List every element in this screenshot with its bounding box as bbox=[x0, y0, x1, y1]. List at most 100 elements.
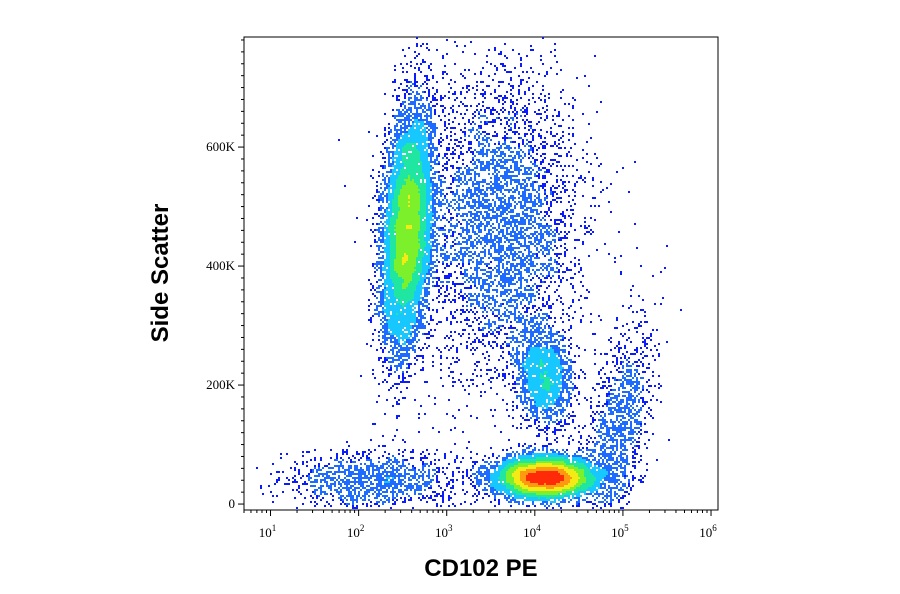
event-dot bbox=[430, 143, 432, 145]
event-dot bbox=[490, 113, 492, 115]
event-dot bbox=[530, 451, 532, 453]
event-dot bbox=[520, 399, 522, 401]
event-dot bbox=[632, 477, 634, 479]
event-dot bbox=[430, 181, 432, 183]
event-dot bbox=[462, 117, 464, 119]
event-dot bbox=[470, 177, 472, 179]
event-dot bbox=[390, 373, 392, 375]
event-dot bbox=[478, 145, 480, 147]
event-dot bbox=[484, 295, 486, 297]
event-dot bbox=[504, 189, 506, 191]
event-dot bbox=[398, 453, 400, 455]
event-dot bbox=[584, 349, 586, 351]
event-dot bbox=[468, 187, 470, 189]
event-dot bbox=[392, 151, 394, 153]
event-dot bbox=[416, 341, 418, 343]
event-dot bbox=[560, 125, 562, 127]
event-dot bbox=[552, 199, 554, 201]
event-dot bbox=[380, 261, 382, 263]
event-dot bbox=[484, 473, 486, 475]
event-dot bbox=[546, 345, 548, 347]
event-dot bbox=[562, 385, 564, 387]
event-dot bbox=[376, 349, 378, 351]
event-dot bbox=[422, 61, 424, 63]
event-dot bbox=[550, 415, 552, 417]
event-dot bbox=[536, 335, 538, 337]
event-dot bbox=[592, 427, 594, 429]
event-dot bbox=[542, 225, 544, 227]
event-dot bbox=[466, 347, 468, 349]
event-dot bbox=[532, 343, 534, 345]
event-dot bbox=[464, 319, 466, 321]
event-dot bbox=[644, 315, 646, 317]
event-dot bbox=[542, 177, 544, 179]
event-dot bbox=[376, 253, 378, 255]
event-dot bbox=[566, 391, 568, 393]
event-dot bbox=[494, 275, 496, 277]
event-dot bbox=[554, 439, 556, 441]
event-dot bbox=[544, 141, 546, 143]
event-dot bbox=[562, 89, 564, 91]
event-dot bbox=[390, 157, 392, 159]
event-dot bbox=[540, 99, 542, 101]
event-dot bbox=[494, 489, 496, 491]
event-dot bbox=[454, 63, 456, 65]
event-dot bbox=[560, 363, 562, 365]
event-dot bbox=[474, 339, 476, 341]
event-dot bbox=[502, 111, 504, 113]
event-dot bbox=[652, 275, 654, 277]
event-dot bbox=[458, 359, 460, 361]
event-dot bbox=[566, 279, 568, 281]
event-dot bbox=[470, 475, 472, 477]
event-dot bbox=[420, 321, 422, 323]
event-dot bbox=[556, 187, 558, 189]
event-dot bbox=[474, 285, 476, 287]
event-dot bbox=[324, 465, 326, 467]
event-dot bbox=[442, 57, 444, 59]
event-dot bbox=[496, 337, 498, 339]
event-dot bbox=[502, 379, 504, 381]
event-dot bbox=[524, 105, 526, 107]
event-dot bbox=[498, 99, 500, 101]
event-dot bbox=[592, 495, 594, 497]
event-dot bbox=[482, 223, 484, 225]
event-dot bbox=[456, 321, 458, 323]
event-dot bbox=[372, 373, 374, 375]
event-dot bbox=[546, 109, 548, 111]
event-dot bbox=[494, 465, 496, 467]
event-dot bbox=[470, 451, 472, 453]
event-dot bbox=[538, 435, 540, 437]
event-dot bbox=[506, 203, 508, 205]
event-dot bbox=[432, 365, 434, 367]
event-dot bbox=[446, 137, 448, 139]
event-dot bbox=[500, 275, 502, 277]
event-dot bbox=[464, 105, 466, 107]
event-dot bbox=[488, 173, 490, 175]
event-dot bbox=[454, 331, 456, 333]
event-dot bbox=[396, 365, 398, 367]
event-dot bbox=[644, 339, 646, 341]
event-dot bbox=[518, 503, 520, 505]
event-dot bbox=[494, 505, 496, 507]
event-dot bbox=[494, 165, 496, 167]
event-dot bbox=[498, 155, 500, 157]
event-dot bbox=[384, 327, 386, 329]
event-dot bbox=[458, 221, 460, 223]
event-dot bbox=[532, 137, 534, 139]
event-dot bbox=[456, 171, 458, 173]
event-dot bbox=[624, 333, 626, 335]
event-dot bbox=[508, 113, 510, 115]
event-dot bbox=[510, 321, 512, 323]
event-dot bbox=[426, 457, 428, 459]
event-dot bbox=[472, 467, 474, 469]
event-dot bbox=[518, 361, 520, 363]
event-dot bbox=[478, 159, 480, 161]
event-dot bbox=[482, 283, 484, 285]
event-dot bbox=[324, 505, 326, 507]
event-dot bbox=[518, 143, 520, 145]
event-dot bbox=[374, 229, 376, 231]
event-dot bbox=[454, 243, 456, 245]
event-dot bbox=[384, 189, 386, 191]
event-dot bbox=[430, 251, 432, 253]
event-dot bbox=[508, 199, 510, 201]
